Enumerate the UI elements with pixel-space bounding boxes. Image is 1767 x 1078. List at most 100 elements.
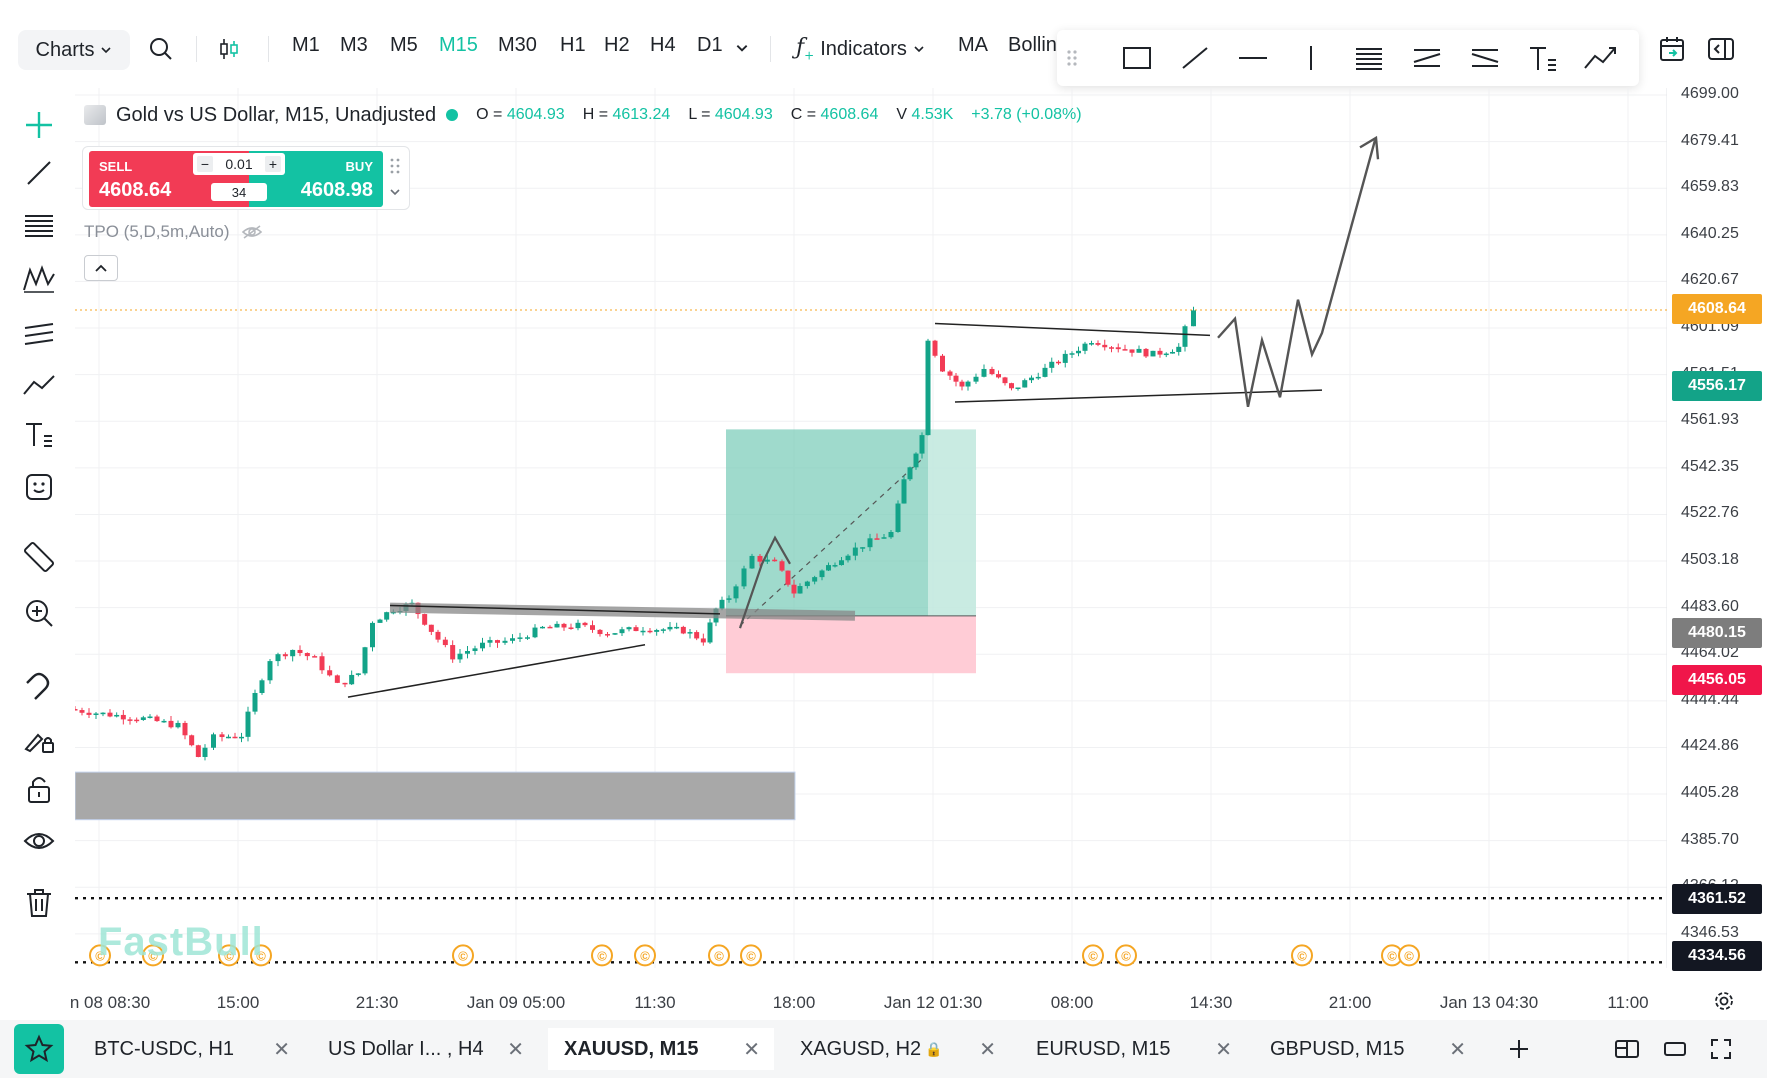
parallel-channel-tool[interactable] bbox=[1407, 38, 1447, 78]
close-icon[interactable]: ✕ bbox=[743, 1038, 760, 1061]
lot-stepper[interactable]: − 0.01 + bbox=[193, 153, 285, 175]
tab-eurusd[interactable]: EURUSD, M15 ✕ bbox=[1020, 1028, 1246, 1070]
tpo-indicator-label[interactable]: TPO (5,D,5m,Auto) bbox=[84, 222, 263, 242]
price-chart[interactable]: © © © © © © © © © © © © © © bbox=[75, 88, 1667, 968]
emoji-tool[interactable] bbox=[18, 466, 60, 508]
ruler-tool[interactable] bbox=[18, 536, 60, 578]
event-circle bbox=[1082, 944, 1104, 967]
regression-tool[interactable] bbox=[1465, 38, 1505, 78]
candle bbox=[826, 562, 831, 571]
close-icon[interactable]: ✕ bbox=[1215, 1038, 1232, 1061]
watchlist-button[interactable] bbox=[14, 1024, 64, 1074]
candle-body bbox=[633, 627, 639, 632]
gear-icon bbox=[1715, 992, 1733, 1010]
candle bbox=[719, 596, 725, 611]
crosshair-tool[interactable] bbox=[18, 104, 60, 146]
fullscreen-button[interactable] bbox=[1706, 1034, 1736, 1064]
pattern-tool[interactable] bbox=[18, 258, 60, 300]
charts-menu-button[interactable]: Charts bbox=[18, 30, 130, 70]
tab-xauusd[interactable]: XAUUSD, M15 ✕ bbox=[548, 1028, 774, 1070]
timeframe-h4[interactable]: H4 bbox=[650, 34, 676, 56]
candle-body bbox=[852, 547, 858, 556]
lock-tool[interactable] bbox=[18, 768, 60, 810]
add-tab-button[interactable] bbox=[1504, 1034, 1534, 1064]
chart-type-button[interactable] bbox=[214, 34, 244, 64]
channel-tool[interactable] bbox=[18, 312, 60, 354]
layout-button[interactable] bbox=[1612, 1034, 1642, 1064]
event-glyph: © bbox=[1404, 948, 1414, 963]
window-button[interactable] bbox=[1660, 1034, 1690, 1064]
trade-panel-drag-handle[interactable] bbox=[389, 157, 403, 175]
tab-xagusd[interactable]: XAGUSD, H2 🔒 ✕ bbox=[784, 1028, 1010, 1070]
timeframe-m5[interactable]: M5 bbox=[390, 34, 418, 56]
buy-button[interactable]: BUY 4608.98 bbox=[249, 151, 383, 207]
ma-indicator-button[interactable]: MA bbox=[958, 34, 988, 56]
delete-drawings-tool[interactable] bbox=[18, 882, 60, 924]
bollinger-indicator-button[interactable]: Bolling bbox=[1008, 34, 1069, 56]
path-tool[interactable] bbox=[18, 364, 60, 406]
calendar-button[interactable] bbox=[1656, 32, 1690, 66]
horizontal-line-icon bbox=[1239, 57, 1267, 59]
tab-gbpusd[interactable]: GBPUSD, M15 ✕ bbox=[1254, 1028, 1480, 1070]
visibility-tool[interactable] bbox=[18, 820, 60, 862]
close-icon[interactable]: ✕ bbox=[507, 1038, 524, 1061]
timeframe-m15[interactable]: M15 bbox=[439, 34, 478, 56]
text-drawing-tool[interactable] bbox=[1523, 38, 1563, 78]
eye-hidden-icon[interactable] bbox=[241, 224, 263, 240]
text-tool[interactable] bbox=[18, 414, 60, 456]
zoom-in-tool[interactable] bbox=[18, 592, 60, 634]
candle-body bbox=[1029, 377, 1034, 381]
candle bbox=[633, 625, 639, 632]
close-icon[interactable]: ✕ bbox=[273, 1038, 290, 1061]
timeframe-d1[interactable]: D1 bbox=[697, 34, 723, 56]
lot-increase-button[interactable]: + bbox=[265, 156, 281, 172]
more-timeframes-button[interactable] bbox=[732, 38, 752, 58]
chart-settings-button[interactable] bbox=[1713, 990, 1737, 1014]
tab-us-dollar-index[interactable]: US Dollar I... , H4 ✕ bbox=[312, 1028, 538, 1070]
candle-body bbox=[707, 622, 713, 643]
chevron-down-icon bbox=[101, 47, 112, 54]
line-tool[interactable] bbox=[1175, 38, 1215, 78]
candle bbox=[694, 630, 700, 641]
timeframe-m3[interactable]: M3 bbox=[340, 34, 368, 56]
zoom-in-icon bbox=[26, 600, 53, 627]
candle-body bbox=[826, 565, 831, 571]
search-icon bbox=[150, 38, 172, 60]
candle-body bbox=[772, 559, 778, 562]
horizontal-line-tool[interactable] bbox=[1233, 38, 1273, 78]
fib-retracement-tool[interactable] bbox=[1349, 38, 1389, 78]
collapse-indicators-button[interactable] bbox=[84, 255, 118, 281]
event-marker-icon: © bbox=[89, 944, 111, 967]
lot-decrease-button[interactable]: − bbox=[197, 156, 213, 172]
drawbar-drag-handle[interactable] bbox=[1057, 38, 1087, 78]
close-icon[interactable]: ✕ bbox=[979, 1038, 996, 1061]
fib-tool[interactable] bbox=[18, 204, 60, 246]
tab-btc-usdc[interactable]: BTC-USDC, H1 ✕ bbox=[78, 1028, 304, 1070]
price-axis[interactable]: 4699.00 4679.41 4659.83 4640.25 4620.67 4601.… bbox=[1667, 85, 1767, 1010]
price-tick: 4522.76 bbox=[1681, 504, 1739, 522]
timeframe-h2[interactable]: H2 bbox=[604, 34, 630, 56]
candle bbox=[1035, 372, 1041, 380]
search-button[interactable] bbox=[146, 34, 176, 64]
path-drawing-tool[interactable] bbox=[1581, 38, 1621, 78]
timeframe-m30[interactable]: M30 bbox=[498, 34, 537, 56]
candle bbox=[626, 626, 632, 632]
trade-panel-expand[interactable] bbox=[389, 185, 403, 199]
magnet-tool[interactable] bbox=[18, 666, 60, 708]
close-icon[interactable]: ✕ bbox=[1449, 1038, 1466, 1061]
rectangle-tool[interactable] bbox=[1117, 38, 1157, 78]
panel-toggle-button[interactable] bbox=[1704, 32, 1738, 66]
brush-lock-tool[interactable] bbox=[18, 718, 60, 760]
candle bbox=[312, 654, 318, 658]
timeframe-h1[interactable]: H1 bbox=[560, 34, 586, 56]
vertical-line-tool[interactable] bbox=[1291, 38, 1331, 78]
candle bbox=[211, 732, 216, 751]
event-marker-icon: © bbox=[740, 944, 762, 967]
candle-body bbox=[275, 654, 281, 662]
timeframe-m1[interactable]: M1 bbox=[292, 34, 320, 56]
indicators-button[interactable]: ƒ+ Indicators bbox=[796, 34, 925, 64]
candle bbox=[168, 716, 174, 729]
candle-body bbox=[612, 633, 618, 635]
trend-line-tool[interactable] bbox=[18, 152, 60, 194]
candle-body bbox=[687, 632, 693, 634]
